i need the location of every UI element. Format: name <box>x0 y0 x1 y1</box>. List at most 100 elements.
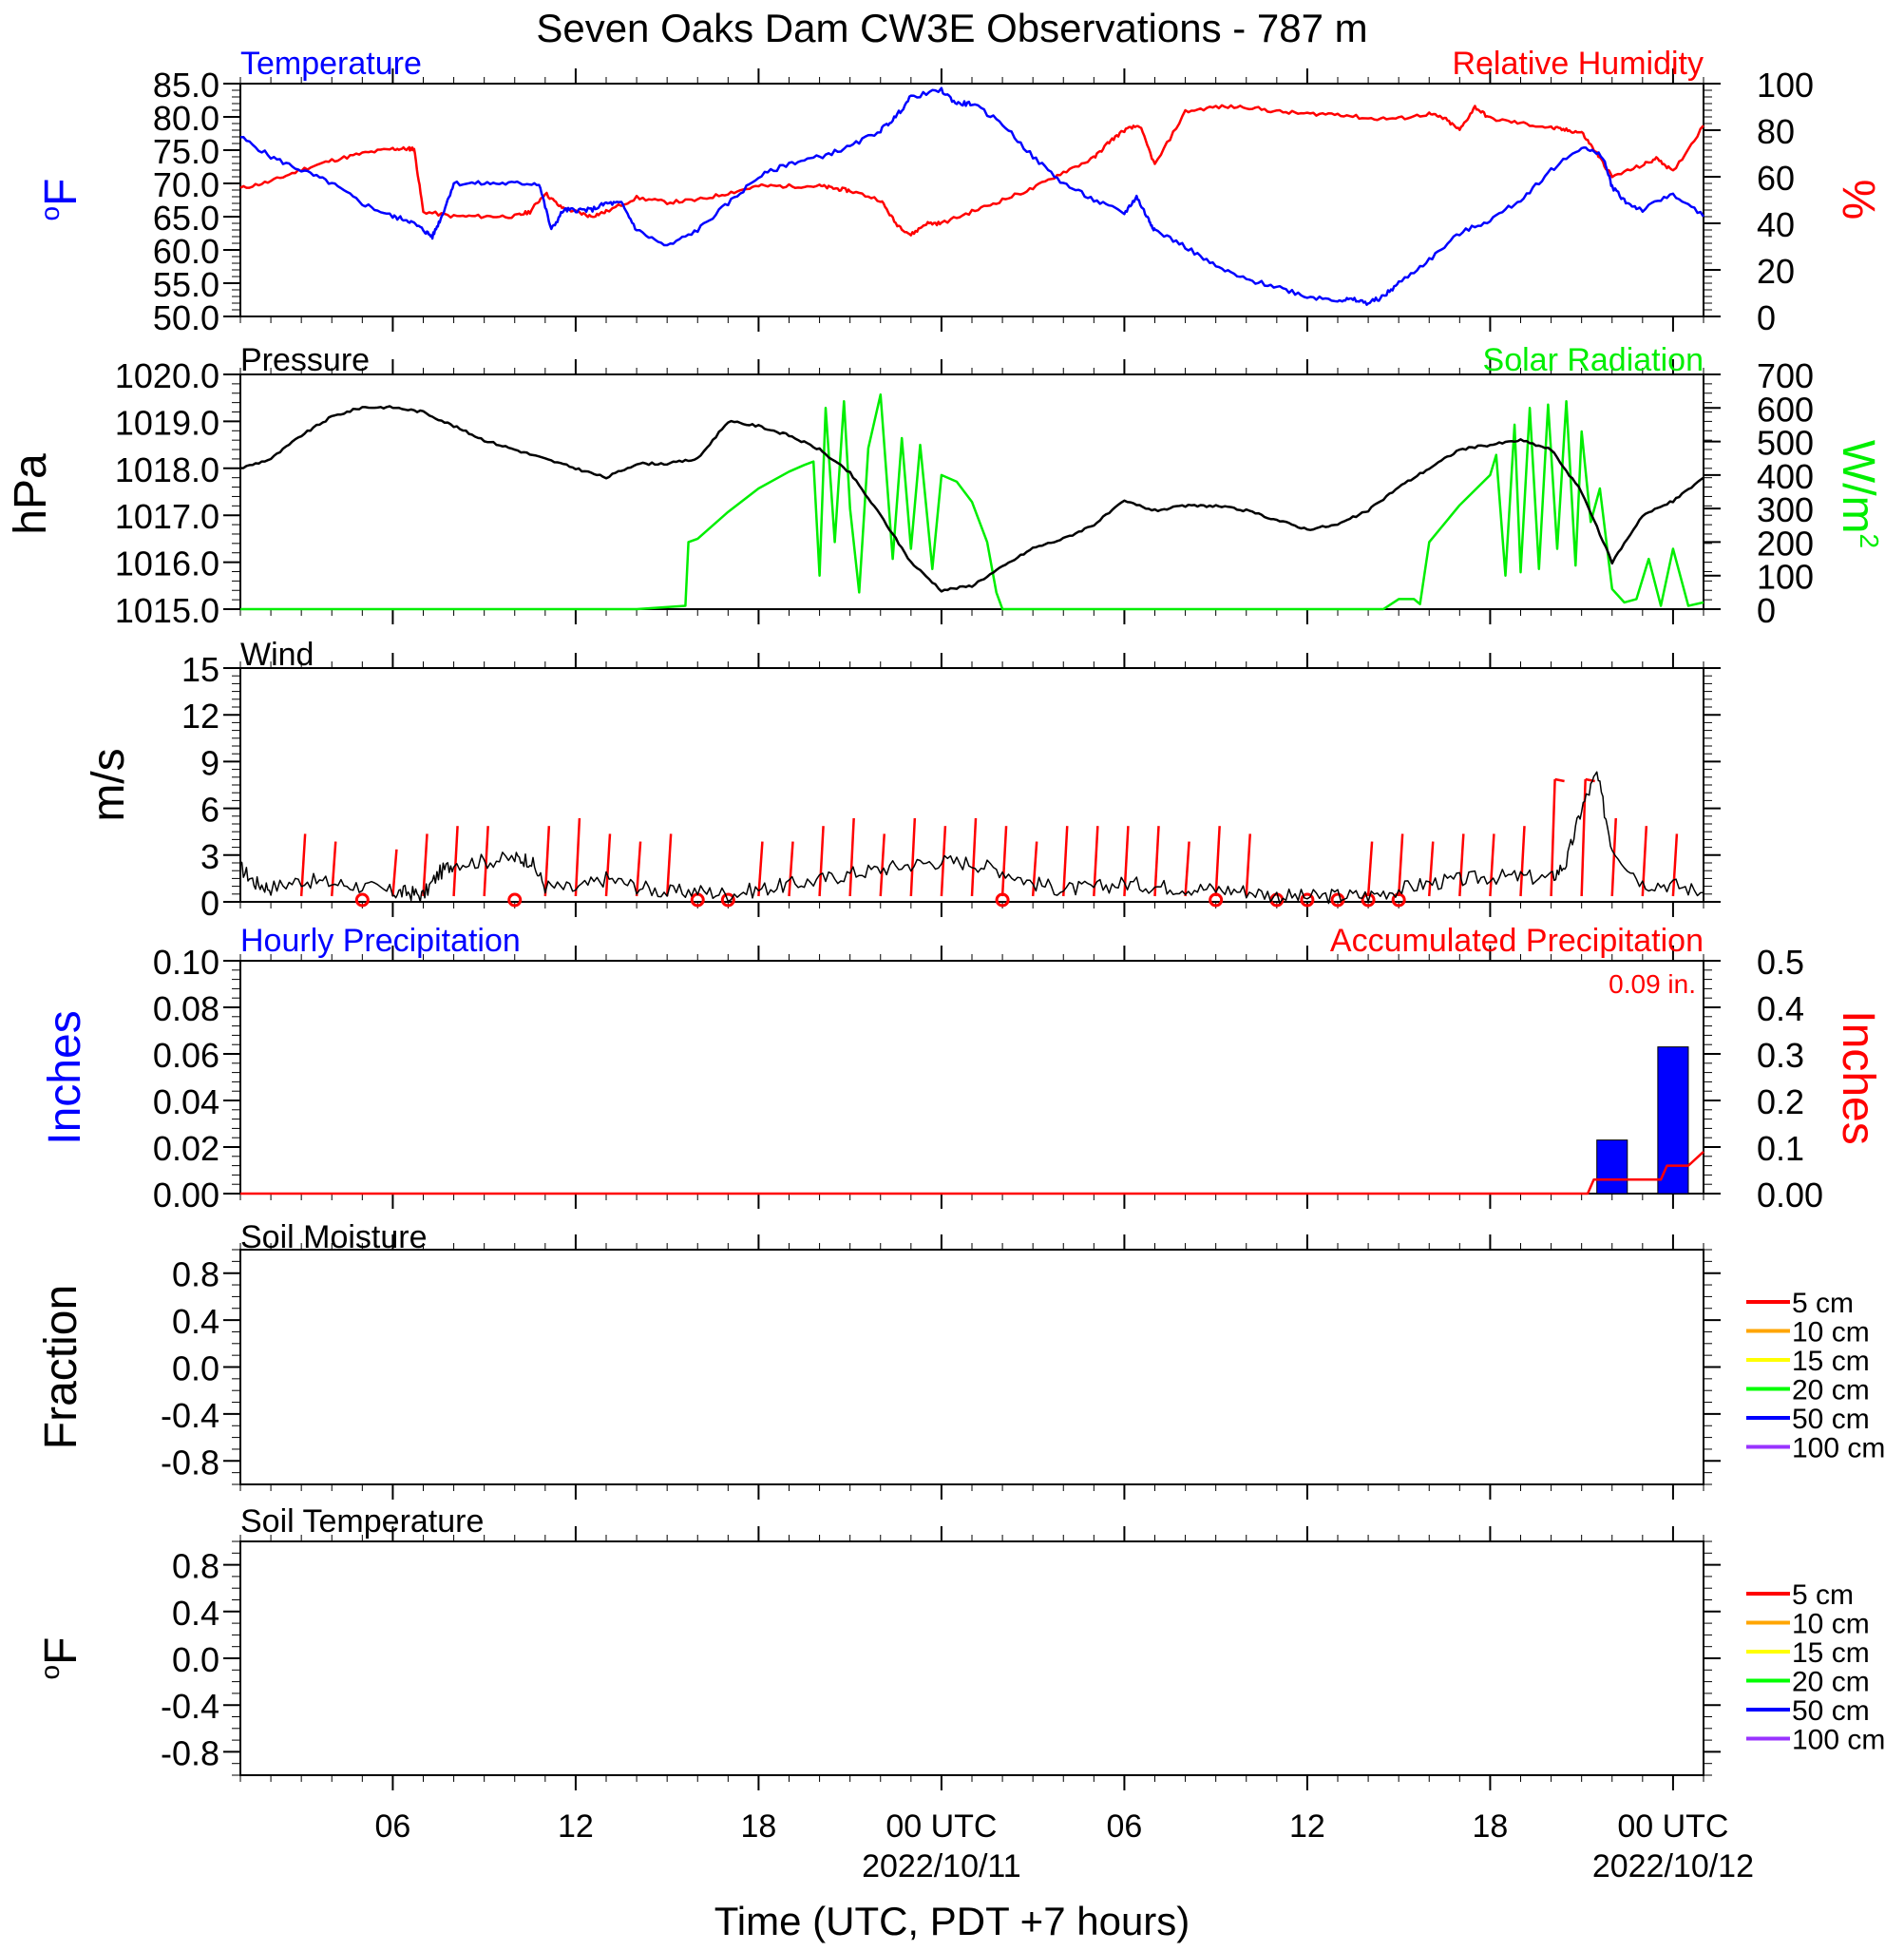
temp-rh-y-tick-label: 55.0 <box>153 265 219 304</box>
pressure-solar-frame <box>239 373 1704 610</box>
pressure-solar-y-tick-label: 1016.0 <box>115 545 219 583</box>
wind-barb <box>1214 826 1221 897</box>
pressure-solar-y2-tick-label: 400 <box>1757 457 1814 496</box>
wind-barb <box>1397 833 1404 897</box>
temperature-line <box>239 86 1705 306</box>
soil-temperature-legend-label: 100 cm <box>1792 1725 1885 1756</box>
wind-y-tick-label: 15 <box>181 650 219 689</box>
wind-barb <box>1554 777 1565 783</box>
x-axis-label: Time (UTC, PDT +7 hours) <box>714 1899 1190 1943</box>
precip-y-tick-label: 0.00 <box>153 1176 219 1215</box>
hourly-precip-title: Hourly Precipitation <box>240 923 521 959</box>
x-tick-label: 06 <box>1107 1808 1143 1845</box>
calm-wind-circle <box>1300 892 1315 908</box>
chart-title: Seven Oaks Dam CW3E Observations - 787 m <box>536 6 1367 50</box>
wind-barb <box>331 841 337 897</box>
wind-barb <box>1519 826 1526 897</box>
humidity-title: Relative Humidity <box>1452 46 1704 82</box>
precip-y-tick-label: 0.04 <box>153 1082 219 1121</box>
wind-barb <box>1550 778 1556 897</box>
temp-rh-y2-tick-label: 0 <box>1757 298 1776 337</box>
precip-y2-tick-label: 0.5 <box>1757 943 1804 982</box>
wind-barb <box>1000 826 1008 897</box>
soil-temperature-legend-label: 50 cm <box>1792 1695 1870 1727</box>
calm-wind-circle <box>1209 892 1224 908</box>
temp-rh-y2-tick-label: 60 <box>1757 159 1795 198</box>
soil-moisture-y-tick-label: -0.4 <box>161 1396 219 1435</box>
pressure-solar-y2-tick-label: 200 <box>1757 524 1814 563</box>
wind-barb <box>1489 833 1495 897</box>
calm-wind-circle <box>1391 892 1406 908</box>
temp-rh-frame <box>239 83 1704 317</box>
temp-rh-y-tick-label: 50.0 <box>153 298 219 337</box>
temp-rh-y-tick-label: 60.0 <box>153 232 219 271</box>
wind-barb <box>1366 841 1374 897</box>
wind-y-tick-label: 6 <box>200 791 219 830</box>
soil-temperature-legend-label: 5 cm <box>1792 1579 1854 1611</box>
pressure-solar-y-tick-label: 1015.0 <box>115 591 219 630</box>
soil-moisture-legend-label: 10 cm <box>1792 1317 1870 1348</box>
wind-barb <box>818 826 825 897</box>
pressure-solar-y-tick-label: 1017.0 <box>115 497 219 536</box>
x-tick-date-label: 2022/10/11 <box>862 1848 1021 1884</box>
wind-barb <box>422 833 428 897</box>
wind-barb <box>879 833 885 897</box>
temperature-unit: oF <box>35 179 86 221</box>
pressure-solar-y2-tick-label: 500 <box>1757 424 1814 463</box>
calm-wind-circle <box>1361 892 1376 908</box>
soil-temperature-unit: oF <box>35 1637 86 1680</box>
wind-y-tick-label: 0 <box>200 884 219 923</box>
temp-rh-y2-tick-label: 80 <box>1757 112 1795 151</box>
precip-frame <box>239 960 1704 1195</box>
soil-temperature-y-tick-label: 0.4 <box>172 1594 219 1633</box>
pressure-solar-y-tick-label: 1020.0 <box>115 356 219 395</box>
precip-y2-tick-label: 0.00 <box>1757 1176 1823 1215</box>
wind-barb <box>574 817 581 897</box>
soil-moisture-frame <box>239 1249 1704 1485</box>
temp-rh-y2-tick-label: 20 <box>1757 252 1795 291</box>
pressure-line <box>239 405 1704 593</box>
pressure-solar-y2-tick-label: 300 <box>1757 490 1814 529</box>
soil-temperature-legend-label: 20 cm <box>1792 1667 1870 1698</box>
humidity-line <box>239 104 1704 237</box>
accum-precip-unit: Inches <box>1833 1010 1883 1144</box>
hourly-precip-bar <box>1657 1046 1689 1195</box>
soil-moisture-y-tick-label: 0.8 <box>172 1255 219 1294</box>
pressure-solar-panel: 1020.0 1019.0 1018.0 1017.0 1016.0 1015.0 7006… <box>6 342 1884 630</box>
pressure-title: Pressure <box>240 342 370 378</box>
wind-barb <box>604 833 612 897</box>
wind-y-tick-label: 12 <box>181 697 219 736</box>
soil-temperature-y-tick-label: 0.0 <box>172 1640 219 1679</box>
accum-precip-line <box>240 1150 1704 1195</box>
wind-barb <box>452 826 459 897</box>
hourly-precip-bar <box>1596 1139 1628 1195</box>
temp-rh-y-tick-label: 70.0 <box>153 165 219 204</box>
wind-barb <box>1671 833 1679 897</box>
wind-panel: 15 12 9 6 3 0 Wind m/s <box>84 637 1721 923</box>
soil-temperature-y-tick-label: 0.8 <box>172 1547 219 1586</box>
soil-moisture-title: Soil Moisture <box>240 1219 428 1255</box>
x-tick-label: 18 <box>1473 1808 1509 1845</box>
soil-moisture-y-tick-label: -0.8 <box>161 1443 219 1482</box>
wind-barb <box>665 833 673 897</box>
calm-wind-circle <box>507 892 523 908</box>
hourly-precip-unit: Inches <box>40 1010 90 1144</box>
precip-panel: 0.10 0.08 0.06 0.04 0.02 0.00 0.5 0.4 0.3 0.2 0.1 0… <box>40 923 1883 1215</box>
soil-moisture-legend-label: 50 cm <box>1792 1404 1870 1435</box>
soil-moisture-legend-label: 100 cm <box>1792 1433 1885 1464</box>
wind-barb <box>1458 833 1465 897</box>
temp-rh-y-tick-label: 65.0 <box>153 199 219 238</box>
wind-unit: m/s <box>84 748 134 821</box>
calm-wind-circle <box>995 892 1010 908</box>
soil-moisture-legend-label: 5 cm <box>1792 1288 1854 1319</box>
calm-wind-circle <box>354 892 370 908</box>
soil-moisture-y-tick-label: 0.0 <box>172 1349 219 1388</box>
pressure-solar-y2-tick-label: 600 <box>1757 390 1814 429</box>
wind-barb <box>909 817 917 897</box>
soil-moisture-legend-label: 15 cm <box>1792 1346 1870 1377</box>
soil-temperature-title: Soil Temperature <box>240 1503 484 1540</box>
soil-moisture-panel: 0.8 0.4 0.0 -0.4 -0.8 Soil Moisture Fraction 5 … <box>36 1219 1885 1500</box>
temperature-title: Temperature <box>240 46 422 82</box>
soil-temperature-y-tick-label: -0.4 <box>161 1687 219 1726</box>
